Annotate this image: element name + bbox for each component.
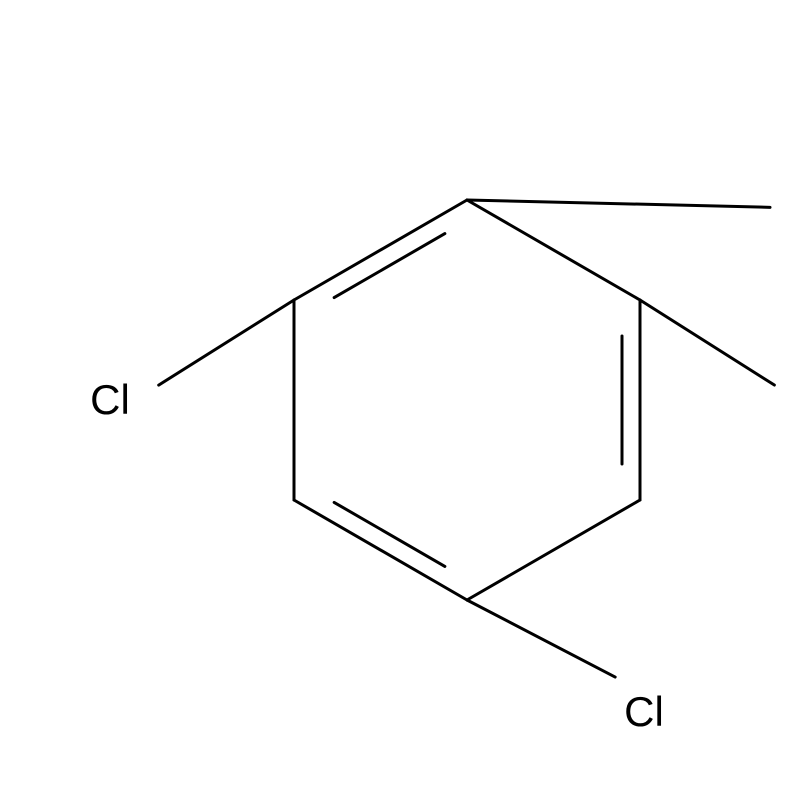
label-cl-bottom: Cl	[620, 691, 668, 733]
label-cl-left: Cl	[86, 379, 134, 421]
label-cl-top: Cl	[794, 175, 800, 217]
molecule-canvas: OH Cl Cl Cl	[0, 0, 800, 800]
